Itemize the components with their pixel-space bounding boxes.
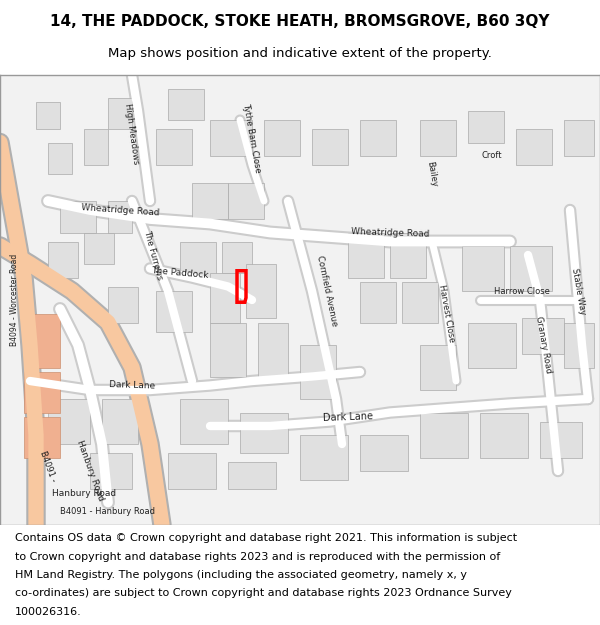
Polygon shape <box>510 246 552 291</box>
Text: Harvest Close: Harvest Close <box>437 284 457 343</box>
Polygon shape <box>36 102 60 129</box>
Text: Hanbury Road: Hanbury Road <box>52 489 116 498</box>
Polygon shape <box>192 183 228 219</box>
Polygon shape <box>60 201 96 232</box>
Text: Harrow Close: Harrow Close <box>494 286 550 296</box>
Polygon shape <box>420 412 468 458</box>
Polygon shape <box>462 246 504 291</box>
Polygon shape <box>168 453 216 489</box>
Text: Wheatridge Road: Wheatridge Road <box>350 227 430 238</box>
Polygon shape <box>210 273 240 322</box>
Text: B4094 - Worcester Road: B4094 - Worcester Road <box>10 254 20 346</box>
Polygon shape <box>348 232 384 278</box>
Polygon shape <box>222 241 252 273</box>
Polygon shape <box>210 322 246 376</box>
Polygon shape <box>564 120 594 156</box>
Polygon shape <box>108 98 132 129</box>
Text: The Furrows: The Furrows <box>142 229 164 281</box>
Polygon shape <box>468 111 504 142</box>
Polygon shape <box>24 417 60 457</box>
Polygon shape <box>24 314 60 368</box>
Text: Dark Lane: Dark Lane <box>109 380 155 391</box>
Polygon shape <box>360 120 396 156</box>
Polygon shape <box>108 286 138 322</box>
Polygon shape <box>402 282 438 322</box>
Polygon shape <box>180 241 216 278</box>
Polygon shape <box>420 120 456 156</box>
Polygon shape <box>228 462 276 489</box>
Polygon shape <box>24 372 60 413</box>
Polygon shape <box>48 142 72 174</box>
Polygon shape <box>210 120 252 156</box>
Text: Map shows position and indicative extent of the property.: Map shows position and indicative extent… <box>108 48 492 61</box>
Text: Croft: Croft <box>482 151 502 161</box>
Text: Hanbury Road: Hanbury Road <box>75 439 105 503</box>
Polygon shape <box>264 120 300 156</box>
Polygon shape <box>540 421 582 457</box>
Polygon shape <box>90 453 132 489</box>
Polygon shape <box>360 282 396 322</box>
Polygon shape <box>522 318 564 354</box>
Polygon shape <box>84 129 108 165</box>
Text: Dark Lane: Dark Lane <box>323 411 373 423</box>
Polygon shape <box>102 399 138 444</box>
Polygon shape <box>300 435 348 480</box>
Polygon shape <box>480 412 528 458</box>
Polygon shape <box>420 345 456 390</box>
Polygon shape <box>246 264 276 318</box>
Text: to Crown copyright and database rights 2023 and is reproduced with the permissio: to Crown copyright and database rights 2… <box>15 551 500 561</box>
Text: Cornfield Avenue: Cornfield Avenue <box>315 255 339 328</box>
Polygon shape <box>48 399 90 444</box>
Text: Contains OS data © Crown copyright and database right 2021. This information is : Contains OS data © Crown copyright and d… <box>15 533 517 543</box>
Polygon shape <box>156 291 192 331</box>
Polygon shape <box>156 129 192 165</box>
Text: Granary Road: Granary Road <box>533 316 553 374</box>
Text: Stable Way: Stable Way <box>571 267 587 315</box>
Text: Bailey: Bailey <box>425 161 439 188</box>
Text: co-ordinates) are subject to Crown copyright and database rights 2023 Ordnance S: co-ordinates) are subject to Crown copyr… <box>15 589 512 599</box>
Polygon shape <box>84 232 114 264</box>
Polygon shape <box>390 232 426 278</box>
Polygon shape <box>360 435 408 471</box>
Polygon shape <box>258 322 288 376</box>
Polygon shape <box>516 129 552 165</box>
Polygon shape <box>48 241 78 278</box>
Polygon shape <box>228 183 264 219</box>
Text: Tythe Barn Close: Tythe Barn Close <box>241 102 263 174</box>
Text: The Paddock: The Paddock <box>151 266 209 280</box>
Polygon shape <box>240 412 288 453</box>
Polygon shape <box>180 399 228 444</box>
Polygon shape <box>468 322 516 368</box>
Text: High Meadows: High Meadows <box>123 102 141 164</box>
Text: B4091 - Hanbury Road: B4091 - Hanbury Road <box>61 507 155 516</box>
Polygon shape <box>312 129 348 165</box>
Text: 100026316.: 100026316. <box>15 607 82 617</box>
Polygon shape <box>300 345 336 399</box>
Text: HM Land Registry. The polygons (including the associated geometry, namely x, y: HM Land Registry. The polygons (includin… <box>15 570 467 580</box>
Text: B4091 -: B4091 - <box>38 450 58 483</box>
Text: Wheatridge Road: Wheatridge Road <box>80 202 160 217</box>
Text: 14, THE PADDOCK, STOKE HEATH, BROMSGROVE, B60 3QY: 14, THE PADDOCK, STOKE HEATH, BROMSGROVE… <box>50 14 550 29</box>
Polygon shape <box>108 201 132 232</box>
Polygon shape <box>168 89 204 120</box>
Polygon shape <box>564 322 594 368</box>
